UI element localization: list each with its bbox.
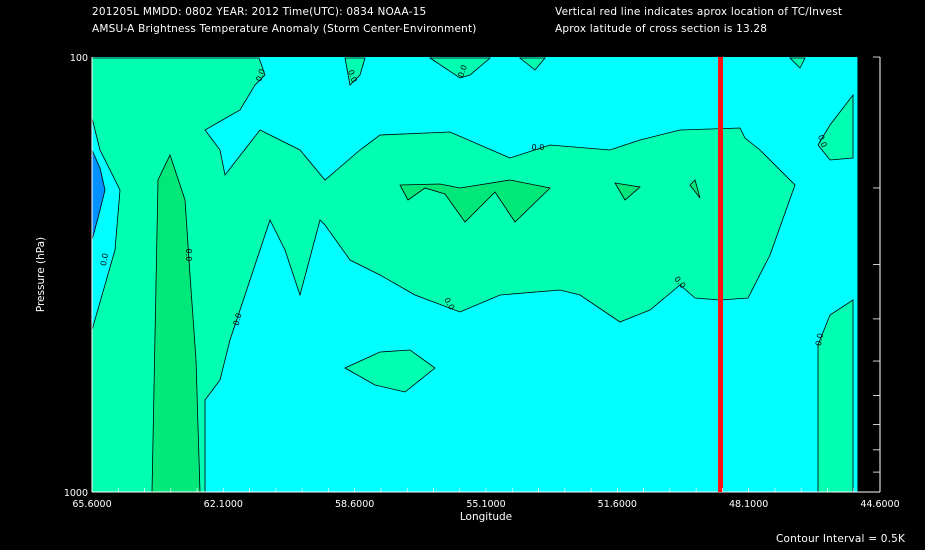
contour-fill-3 [520,58,545,70]
contour-label-2: 0.0 [456,64,469,79]
x-tick-label: 65.6000 [72,499,111,510]
contour-fill-10 [615,183,640,200]
x-tick-label: 44.6000 [860,499,899,510]
contour-labels: 0.0 0.0 0.00.00.0 0.00.00.00.00.00.0 [99,64,829,347]
contour-fill-8 [152,155,200,492]
contour-fill-11 [690,180,700,198]
contour-label-4: 0.0 [99,253,110,267]
contour-line-9 [399,179,551,223]
contour-fill-2 [430,58,490,78]
tick-layer: 65.6000 62.1000 58.6000 55.1000 51.6000 48.10… [64,53,900,510]
contour-line-8 [151,153,201,493]
contour-fill-9 [400,180,550,222]
header-line2-left: AMSU-A Brightness Temperature Anomaly (S… [92,23,477,35]
contour-label-10: 0.0 [814,333,825,347]
x-axis-label: Longitude [460,511,512,523]
contour-line-6 [817,299,854,493]
contour-line-2 [428,57,492,79]
contour-label-9: 0.0 [816,134,829,149]
contour-fill-12 [92,150,105,240]
contour-line-11 [689,179,701,199]
header-line1-left: 201205L MMDD: 0802 YEAR: 2012 Time(UTC):… [92,6,427,18]
y-axis-label: Pressure (hPa) [35,237,47,312]
contour-line-4 [789,57,806,69]
y-tick-label: 100 [70,53,88,64]
contour-label-0: 0.0 [254,68,267,83]
contour-interval-note: Contour Interval = 0.5K [776,533,906,545]
x-tick-label: 55.1000 [466,499,505,510]
contour-fill-5 [818,95,853,160]
contour-lines [91,57,854,493]
x-tick-label: 51.6000 [598,499,637,510]
contour-line-1 [344,57,366,86]
x-tick-label: 58.6000 [335,499,374,510]
y-tick-label: 1000 [64,488,88,499]
contour-fill-1 [345,58,365,85]
contour-fills [92,57,880,492]
contour-line-5 [817,93,854,161]
x-tick-label: 48.1000 [729,499,768,510]
contour-label-3: 0.0 [532,143,545,152]
contour-fill-0 [92,58,795,492]
no-data-region [857,57,880,492]
header-line2-right: Aprox latitude of cross section is 13.28 [555,23,768,35]
contour-line-0 [91,57,796,493]
contour-fill-7 [345,350,435,392]
contour-line-3 [518,57,546,71]
contour-label-1: 0.0 [346,69,359,84]
contour-line-10 [614,182,641,201]
contour-label-6: 0.0 [232,312,244,327]
contour-line-7 [344,349,436,393]
x-tick-label: 62.1000 [204,499,243,510]
contour-label-5: 0.0 [184,249,193,262]
contour-fill-6 [818,300,853,492]
header-line1-right: Vertical red line indicates aprox locati… [555,6,843,18]
